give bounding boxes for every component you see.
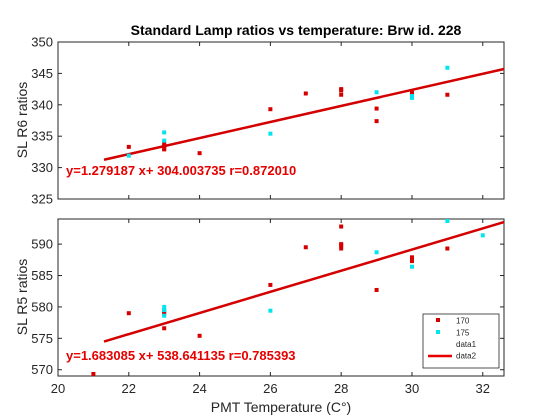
legend-label-175: 175 — [456, 329, 470, 338]
r5-point-170 — [445, 246, 450, 251]
r5-point-170 — [409, 255, 414, 260]
r5-y-tick-label: 575 — [31, 331, 53, 346]
r6-point-170 — [374, 106, 379, 111]
legend-marker-170 — [436, 318, 440, 322]
r6-point-175 — [162, 130, 167, 135]
r5-point-170 — [197, 333, 202, 338]
r5-fit-equation: y=1.683085 x+ 538.641135 r=0.785393 — [66, 348, 296, 363]
r5-point-175 — [162, 313, 167, 318]
r5-x-tick-label: 30 — [405, 381, 419, 396]
r6-y-axis-label: SL R6 ratios — [14, 82, 30, 159]
legend-marker-175 — [436, 330, 440, 334]
r5-point-175 — [409, 264, 414, 269]
r6-y-tick-label: 325 — [31, 192, 53, 207]
r5-point-170 — [339, 243, 344, 248]
r6-point-170 — [374, 119, 379, 124]
r6-point-170 — [303, 91, 308, 96]
r6-point-170 — [126, 144, 131, 149]
legend-label-data2: data2 — [456, 352, 477, 361]
r5-point-170 — [409, 259, 414, 264]
r5-point-170 — [374, 287, 379, 292]
r5-point-170 — [126, 311, 131, 316]
r6-axes: 325 330 335 340 345 350 — [31, 35, 504, 207]
r6-markers — [126, 65, 450, 158]
legend-label-170: 170 — [456, 317, 470, 326]
r5-x-tick-label: 26 — [263, 381, 277, 396]
legend-box — [422, 313, 500, 369]
x-axis-label: PMT Temperature (C°) — [211, 399, 351, 415]
r5-point-170 — [91, 372, 96, 376]
r6-y-tick-label: 350 — [31, 35, 53, 50]
r6-point-170 — [162, 141, 167, 146]
r5-x-tick-label: 32 — [476, 381, 490, 396]
r6-fit-line-group — [103, 67, 505, 161]
r6-point-170 — [268, 107, 273, 112]
r5-point-175 — [445, 219, 450, 223]
r6-point-175 — [162, 138, 167, 143]
r6-point-175 — [409, 94, 414, 99]
r5-x-tick-label: 28 — [334, 381, 348, 396]
r6-point-170 — [445, 92, 450, 97]
r5-markers — [91, 219, 485, 376]
r6-point-170 — [197, 151, 202, 156]
legend-label-data1: data1 — [456, 340, 477, 349]
r5-fit-line-group — [103, 220, 505, 343]
r5-x-tick-label: 24 — [192, 381, 206, 396]
r5-point-175 — [480, 233, 485, 238]
legend: 170 175 data1 data2 — [422, 313, 500, 369]
r5-y-tick-label: 585 — [31, 268, 53, 283]
r5-point-170 — [339, 246, 344, 251]
r6-point-170 — [162, 147, 167, 152]
r5-y-tick-label: 580 — [31, 299, 53, 314]
r6-point-170 — [339, 87, 344, 92]
r5-panel: 20 22 24 26 28 30 32 570 575 580 585 590 y=1.683085… — [14, 218, 505, 415]
r5-point-175 — [374, 250, 379, 255]
r5-point-170 — [303, 245, 308, 250]
r5-x-tick-label: 20 — [51, 381, 65, 396]
r6-y-tick-label: 330 — [31, 160, 53, 175]
r6-point-175 — [268, 131, 273, 136]
r6-y-tick-label: 335 — [31, 129, 53, 144]
r5-point-175 — [268, 308, 273, 313]
r6-point-175 — [374, 90, 379, 95]
r6-fit-line — [103, 67, 505, 161]
r5-point-175 — [162, 308, 167, 313]
r5-x-tick-label: 22 — [122, 381, 136, 396]
r5-point-175 — [162, 304, 167, 309]
r6-y-tick-label: 345 — [31, 66, 53, 81]
r6-y-tick-label: 340 — [31, 97, 53, 112]
r5-y-axis-label: SL R5 ratios — [14, 259, 30, 336]
r6-point-170 — [409, 90, 414, 95]
r6-panel: 325 330 335 340 345 350 y=1.279187 x+ 304.003… — [14, 35, 505, 207]
r6-fit-equation: y=1.279187 x+ 304.003735 r=0.872010 — [66, 163, 296, 178]
r5-y-tick-label: 570 — [31, 362, 53, 377]
r5-fit-line — [103, 220, 505, 343]
r5-point-170 — [268, 282, 273, 287]
chart-title: Standard Lamp ratios vs temperature: Brw… — [131, 22, 462, 38]
r5-axes: 20 22 24 26 28 30 32 570 575 580 585 590 — [31, 219, 504, 396]
r6-point-170 — [339, 92, 344, 97]
r5-point-170 — [162, 326, 167, 331]
r6-point-170 — [162, 143, 167, 148]
r6-point-175 — [126, 153, 131, 158]
r5-point-170 — [339, 224, 344, 229]
r6-point-175 — [445, 65, 450, 70]
r5-y-tick-label: 590 — [31, 237, 53, 252]
